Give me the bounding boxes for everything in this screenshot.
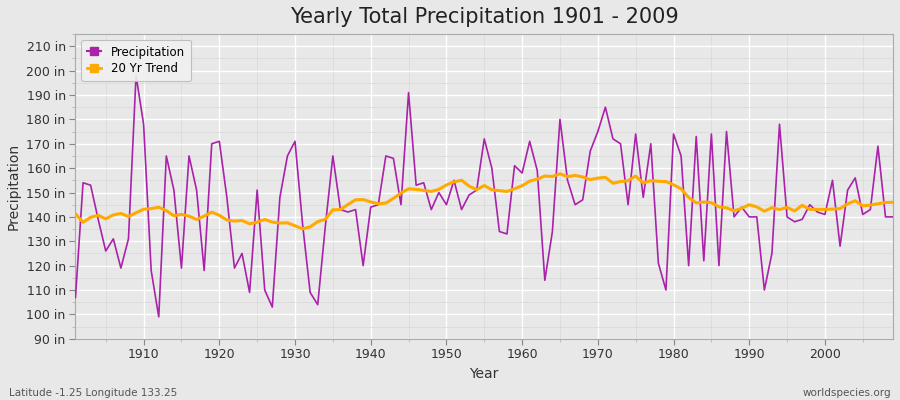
Title: Yearly Total Precipitation 1901 - 2009: Yearly Total Precipitation 1901 - 2009: [290, 7, 679, 27]
Text: Latitude -1.25 Longitude 133.25: Latitude -1.25 Longitude 133.25: [9, 388, 177, 398]
Y-axis label: Precipitation: Precipitation: [7, 143, 21, 230]
X-axis label: Year: Year: [470, 367, 499, 381]
Legend: Precipitation, 20 Yr Trend: Precipitation, 20 Yr Trend: [81, 40, 191, 81]
Text: worldspecies.org: worldspecies.org: [803, 388, 891, 398]
